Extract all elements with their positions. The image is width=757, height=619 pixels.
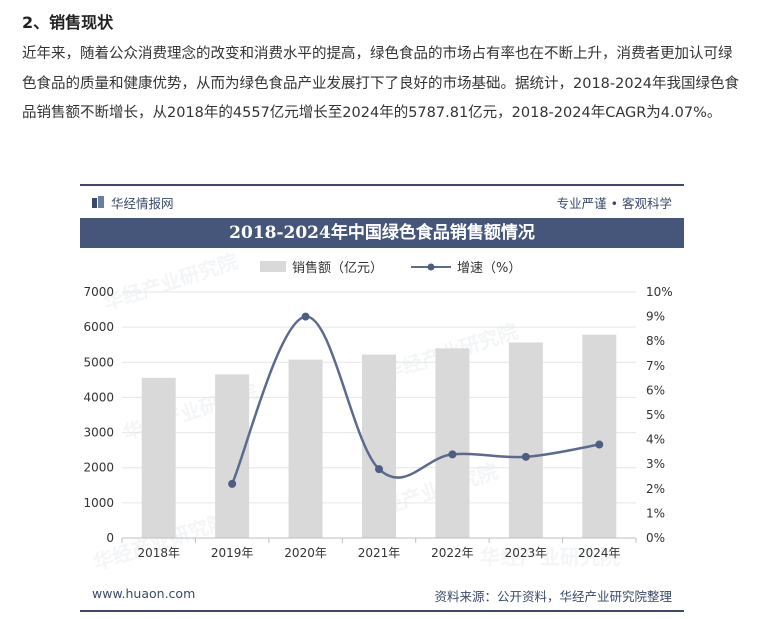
- y-right-tick-label: 2%: [646, 482, 665, 496]
- source-note: 资料来源：公开资料，华经产业研究院整理: [434, 589, 672, 604]
- y-right-tick-label: 0%: [646, 531, 665, 545]
- chart-title: 2018-2024年中国绿色食品销售额情况: [80, 218, 684, 248]
- y-left-tick-label: 1000: [83, 496, 114, 510]
- chart-plot: 0 1000 2000 3000 4000 5000 6000 7000 0% 1% 2% 3% 4% 5…: [83, 285, 673, 560]
- x-tick-label: 2019年: [211, 546, 254, 560]
- legend-bar-swatch: [260, 261, 286, 272]
- growth-point: [228, 479, 237, 488]
- x-tick-label: 2020年: [284, 546, 327, 560]
- card-header: 华经情报网 专业严谨 • 客观科学: [80, 186, 684, 216]
- y-right-tick-label: 8%: [646, 334, 665, 348]
- bar: [141, 377, 176, 538]
- article-paragraph: 近年来，随着公众消费理念的改变和消费水平的提高，绿色食品的市场占有率也在不断上升…: [22, 46, 740, 121]
- y-right-tick-label: 4%: [646, 433, 665, 447]
- y-right-tick-label: 6%: [646, 383, 665, 397]
- brand-logo-icon: [92, 196, 104, 208]
- bar: [508, 342, 543, 538]
- y-left-tick-label: 6000: [83, 320, 114, 334]
- y-left-tick-label: 7000: [83, 285, 114, 299]
- section-title: 2、销售现状: [22, 13, 114, 32]
- x-tick-label: 2023年: [505, 546, 548, 560]
- y-right-tick-label: 3%: [646, 457, 665, 471]
- growth-line: [230, 315, 600, 485]
- brand-name: 华经情报网: [111, 196, 174, 211]
- bar: [435, 348, 470, 538]
- bar: [288, 359, 323, 538]
- card-footer: www.huaon.com 资料来源：公开资料，华经产业研究院整理: [80, 580, 684, 610]
- y-left-tick-label: 4000: [83, 390, 114, 404]
- bar: [215, 374, 250, 538]
- x-tick-label: 2024年: [578, 546, 621, 560]
- growth-point: [521, 452, 530, 461]
- bar: [362, 354, 396, 538]
- y-right-tick-label: 1%: [646, 506, 665, 520]
- slogan: 专业严谨 • 客观科学: [556, 196, 672, 211]
- legend-line-swatch: [411, 263, 452, 270]
- legend-bar-label: 销售额（亿元）: [292, 261, 384, 276]
- growth-point: [375, 465, 383, 474]
- brand: 华经情报网: [92, 193, 174, 212]
- chart-legend: 销售额（亿元） 增速（%）: [260, 257, 521, 276]
- x-tick-label: 2018年: [137, 546, 180, 560]
- x-tick-label: 2022年: [431, 546, 474, 560]
- y-right-tick-label: 9%: [646, 310, 665, 324]
- growth-point: [595, 440, 604, 449]
- y-right-tick-label: 10%: [646, 285, 673, 299]
- growth-point: [448, 450, 457, 459]
- y-left-tick-label: 5000: [83, 355, 114, 369]
- y-right-tick-label: 7%: [646, 359, 665, 373]
- x-tick-label: 2021年: [358, 546, 401, 560]
- site-url: www.huaon.com: [92, 586, 196, 601]
- y-left-tick-label: 0: [106, 531, 114, 545]
- bar: [582, 334, 617, 538]
- legend-line-label: 增速（%）: [457, 261, 522, 276]
- y-right-tick-label: 5%: [646, 408, 665, 422]
- y-left-tick-label: 3000: [83, 426, 114, 440]
- y-left-tick-label: 2000: [83, 461, 114, 475]
- chart-card: 华经情报网 专业严谨 • 客观科学 2018-2024年中国绿色食品销售额情况 …: [80, 184, 684, 612]
- growth-point: [301, 312, 310, 321]
